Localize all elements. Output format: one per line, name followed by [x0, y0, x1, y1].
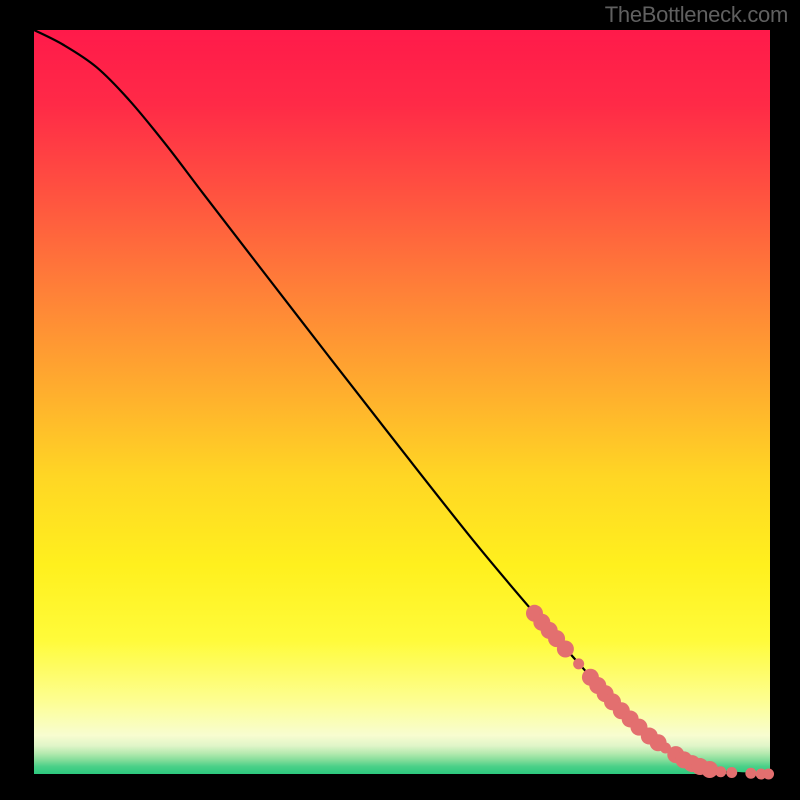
chart-container: TheBottleneck.com	[0, 0, 800, 800]
marker-point	[557, 641, 574, 658]
marker-point	[715, 766, 726, 777]
marker-point	[745, 768, 756, 779]
bottleneck-chart	[0, 0, 800, 800]
marker-point	[701, 761, 718, 778]
marker-point	[573, 658, 584, 669]
marker-point	[763, 769, 774, 780]
marker-point	[726, 767, 737, 778]
watermark-label: TheBottleneck.com	[605, 2, 788, 28]
plot-background	[34, 30, 770, 774]
